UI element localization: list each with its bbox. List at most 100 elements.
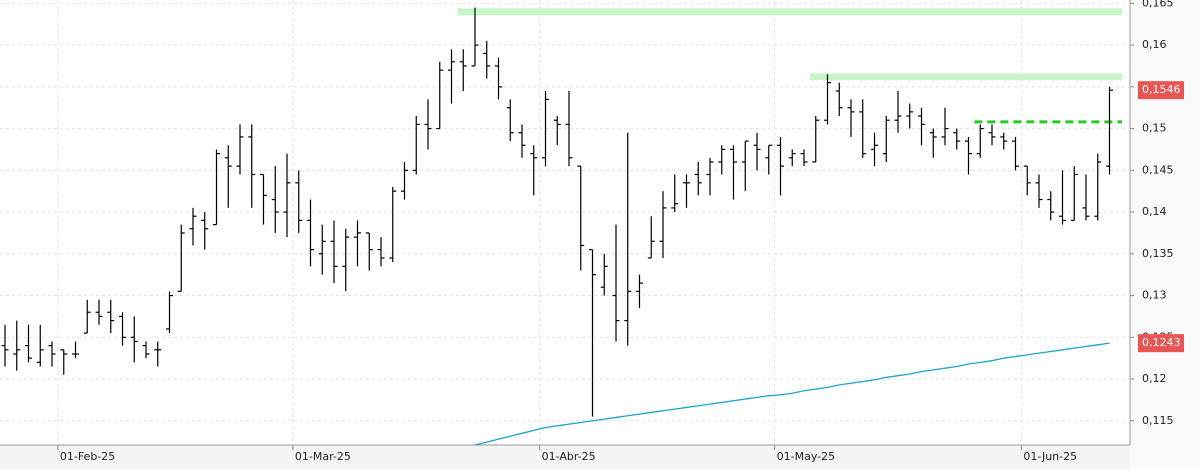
ohlc-bar <box>824 74 831 125</box>
ohlc-bar <box>1023 165 1031 196</box>
ohlc-bar <box>1106 86 1113 175</box>
ohlc-bar <box>48 341 56 367</box>
ohlc-bar <box>847 99 855 137</box>
ohlc-bar <box>248 124 256 208</box>
ohlc-bar <box>166 291 173 334</box>
ohlc-bar <box>271 166 279 233</box>
ohlc-bar <box>119 312 126 346</box>
x-tick-label: 01-Feb-25 <box>60 450 115 463</box>
ohlc-bar <box>906 103 914 129</box>
y-axis-band <box>1130 0 1200 469</box>
x-tick-label: 01-Abr-25 <box>542 450 596 463</box>
ohlc-bar <box>542 91 549 167</box>
price-marker <box>1138 81 1184 100</box>
ohlc-bar <box>236 124 244 175</box>
ohlc-bar <box>483 40 491 79</box>
ohlc-bar <box>107 299 115 334</box>
ohlc-bar <box>506 99 514 142</box>
ohlc-bar <box>777 136 784 196</box>
ohlc-bar <box>177 224 185 292</box>
ohlc-bar <box>953 128 961 150</box>
moving-average-line <box>474 342 1110 446</box>
price-marker-label: 0,1546 <box>1142 83 1181 96</box>
ohlc-bar <box>788 149 796 167</box>
ohlc-bar <box>518 124 526 158</box>
price-marker <box>1138 334 1184 353</box>
ohlc-bar <box>354 220 361 267</box>
y-tick-label: 0,16 <box>1142 38 1167 51</box>
y-tick-label: 0,15 <box>1142 122 1167 135</box>
ohlc-bar <box>612 224 620 342</box>
ohlc-bar <box>694 161 702 196</box>
ohlc-bar <box>835 82 843 117</box>
ohlc-bar <box>36 324 44 367</box>
ohlc-bar <box>859 99 867 158</box>
x-axis-band <box>0 445 1200 469</box>
ohlc-bar <box>436 61 444 130</box>
ohlc-bar <box>495 57 502 100</box>
ohlc-bar <box>600 253 608 296</box>
ohlc-bar <box>1082 174 1090 221</box>
ohlc-bar <box>976 124 984 158</box>
ohlc-bar <box>1012 136 1019 171</box>
ohlc-bar <box>988 124 996 146</box>
ohlc-bar <box>60 349 68 375</box>
ohlc-bar <box>72 341 79 359</box>
x-tick-label: 01-Jun-25 <box>1023 450 1077 463</box>
ohlc-bar <box>459 49 467 92</box>
ohlc-bar <box>812 116 820 163</box>
ohlc-bar <box>401 161 408 200</box>
ohlc-bar <box>730 145 737 200</box>
ohlc-bar <box>929 128 937 158</box>
ohlc-bar <box>201 212 209 250</box>
ohlc-bar <box>1047 191 1055 221</box>
x-tick-label: 01-Mar-25 <box>295 450 351 463</box>
ohlc-bar <box>553 116 561 146</box>
ohlc-bar <box>624 132 632 346</box>
ohlc-bar <box>224 145 232 208</box>
ohlc-bar <box>95 299 103 325</box>
ohlc-bar <box>295 170 303 233</box>
ohlc-bar <box>424 99 432 150</box>
ohlc-bar <box>647 216 655 259</box>
ohlc-bar <box>318 224 326 275</box>
ohlc-bar <box>365 232 373 271</box>
y-tick-label: 0,165 <box>1142 0 1174 9</box>
ohlc-bar <box>189 207 197 246</box>
ohlc-bar <box>260 173 267 225</box>
ohlc-bar <box>941 107 949 146</box>
ohlc-bar <box>342 228 350 292</box>
y-tick-label: 0,12 <box>1142 372 1167 385</box>
ohlc-bar <box>765 144 773 175</box>
y-tick-label: 0,13 <box>1142 289 1167 302</box>
ohlc-bar <box>330 220 338 284</box>
ohlc-bar <box>706 157 714 196</box>
ohlc-bar <box>718 145 726 175</box>
ohlc-bar <box>1000 132 1008 150</box>
ohlc-bar <box>753 132 761 171</box>
ohlc-bar <box>636 274 643 309</box>
ohlc-bar <box>565 91 573 167</box>
ohlc-bar <box>671 174 679 213</box>
ohlc-bar <box>918 107 925 146</box>
y-tick-label: 0,145 <box>1142 163 1174 176</box>
ohlc-bar <box>154 341 162 367</box>
ohlc-bar <box>1059 170 1066 225</box>
ohlc-bar <box>871 132 878 167</box>
ohlc-bar <box>213 149 220 226</box>
ohlc-bar <box>894 91 902 133</box>
ohlc-bar <box>965 136 972 175</box>
x-tick-label: 01-May-25 <box>777 450 835 463</box>
ohlc-bar <box>1 324 9 367</box>
ohlc-bar <box>13 320 21 371</box>
ohlc-bar <box>83 299 91 334</box>
ohlc-bar <box>389 187 397 263</box>
ohlc-bar <box>683 174 690 208</box>
price-marker-label: 0,1243 <box>1142 336 1181 349</box>
ohlc-bar <box>577 165 585 271</box>
y-tick-label: 0,14 <box>1142 205 1167 218</box>
ohlc-bar <box>741 140 749 192</box>
ohlc-bar <box>882 116 890 162</box>
ohlc-bar <box>659 191 667 258</box>
